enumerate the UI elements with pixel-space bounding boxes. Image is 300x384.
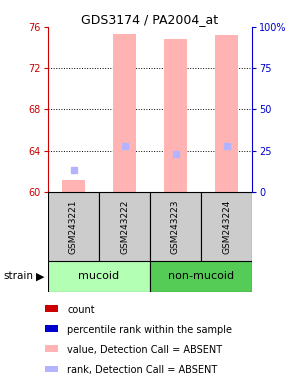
Text: GSM243224: GSM243224 <box>222 199 231 254</box>
Text: value, Detection Call = ABSENT: value, Detection Call = ABSENT <box>67 345 222 355</box>
Text: ▶: ▶ <box>36 271 44 281</box>
Text: non-mucoid: non-mucoid <box>168 271 234 281</box>
Text: mucoid: mucoid <box>78 271 120 281</box>
Text: GSM243222: GSM243222 <box>120 199 129 254</box>
Bar <box>44 305 58 312</box>
Bar <box>44 346 58 352</box>
Text: GSM243223: GSM243223 <box>171 199 180 254</box>
Bar <box>48 261 150 292</box>
Bar <box>150 192 201 261</box>
Bar <box>48 192 99 261</box>
Bar <box>164 39 187 192</box>
Text: count: count <box>67 305 95 314</box>
Bar <box>201 192 252 261</box>
Text: percentile rank within the sample: percentile rank within the sample <box>67 325 232 335</box>
Bar <box>62 180 85 192</box>
Bar <box>113 34 136 192</box>
Title: GDS3174 / PA2004_at: GDS3174 / PA2004_at <box>81 13 219 26</box>
Bar <box>44 366 58 372</box>
Text: GSM243221: GSM243221 <box>69 199 78 254</box>
Text: strain: strain <box>3 271 33 281</box>
Bar <box>150 261 252 292</box>
Bar <box>99 192 150 261</box>
Bar <box>44 325 58 332</box>
Bar <box>215 35 238 192</box>
Text: rank, Detection Call = ABSENT: rank, Detection Call = ABSENT <box>67 365 218 375</box>
